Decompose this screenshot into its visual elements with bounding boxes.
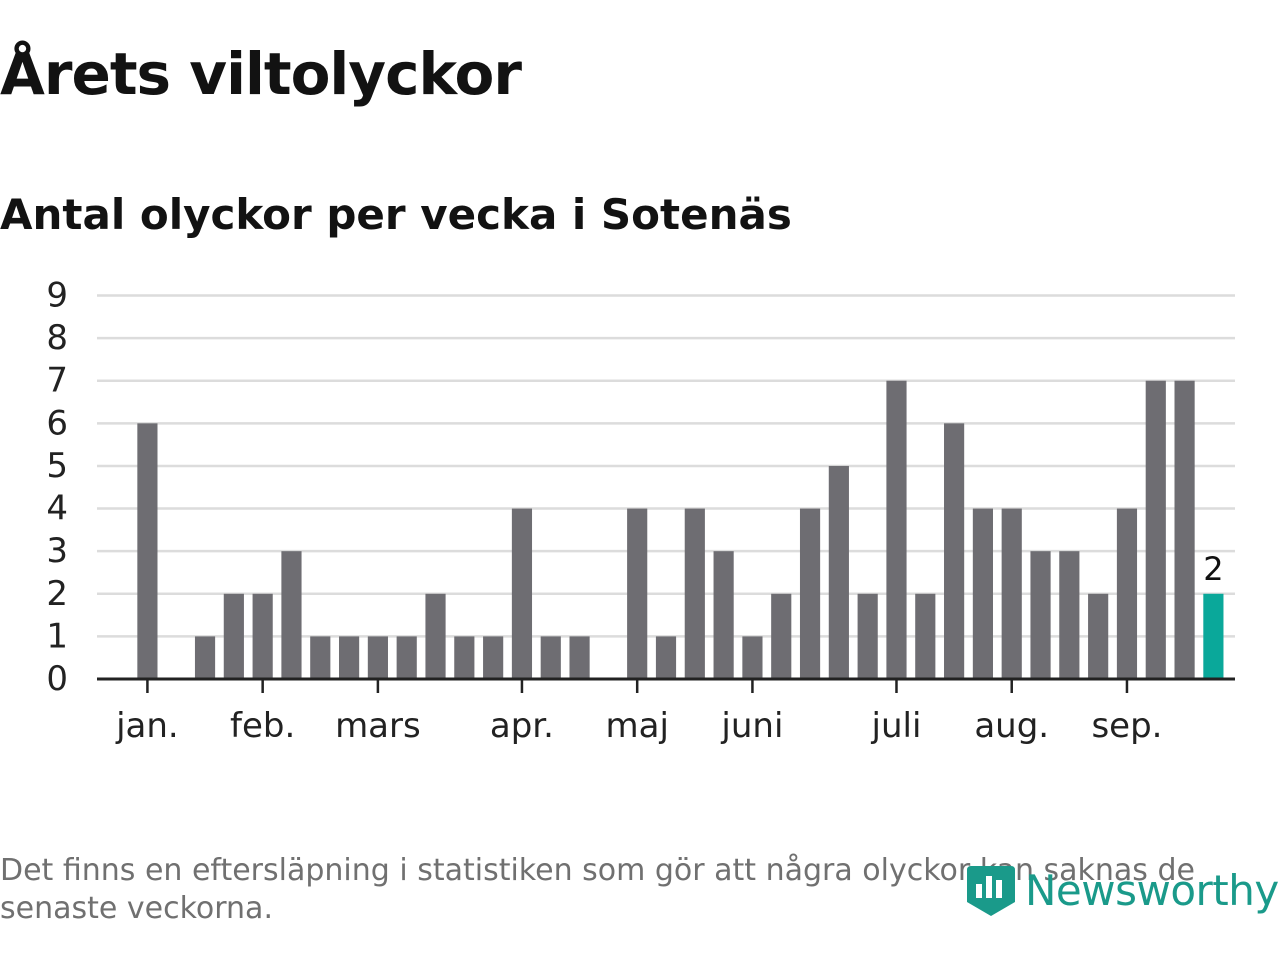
- x-axis: jan. feb. mars apr. maj juni juli aug. sep.: [97, 677, 1235, 746]
- bar: [339, 636, 360, 679]
- bar: [1059, 551, 1080, 679]
- bar: [367, 636, 388, 679]
- x-tick-label: juni: [720, 706, 783, 746]
- bar: [483, 636, 504, 679]
- bar: [655, 636, 677, 679]
- y-tick-label: 2: [46, 574, 68, 614]
- bar: [1145, 380, 1166, 679]
- bar: [1203, 593, 1224, 679]
- y-tick-label: 4: [46, 489, 68, 529]
- bars: 2: [137, 380, 1224, 679]
- bar: [511, 508, 533, 679]
- y-tick-label: 9: [46, 276, 68, 316]
- bar: [1116, 508, 1138, 679]
- bar: [252, 593, 273, 679]
- bar: [425, 593, 446, 679]
- bar: [1088, 593, 1109, 679]
- bar: [569, 636, 590, 679]
- brand-logo: Newsworthy: [965, 860, 1279, 920]
- bar: [915, 593, 936, 679]
- bar: [137, 423, 158, 679]
- y-tick-label: 3: [46, 531, 68, 571]
- bar: [396, 636, 417, 679]
- bar: [713, 551, 734, 679]
- brand-name: Newsworthy: [1025, 865, 1279, 915]
- newsworthy-logo-icon: [967, 866, 1015, 916]
- bar: [886, 380, 907, 679]
- x-tick-label: jan.: [115, 706, 179, 746]
- bar: [684, 508, 705, 679]
- bar: [1001, 508, 1022, 679]
- bar: [742, 636, 763, 679]
- y-tick-label: 7: [46, 361, 68, 401]
- bar: [771, 593, 792, 679]
- bar: [310, 636, 331, 679]
- y-tick-label: 0: [46, 659, 68, 699]
- bar: [1030, 551, 1051, 679]
- y-tick-label: 6: [46, 403, 68, 443]
- bar: [1174, 380, 1195, 679]
- bar: [194, 636, 216, 679]
- y-tick-label: 1: [46, 616, 68, 656]
- x-tick-label: sep.: [1091, 706, 1162, 746]
- y-tick-label: 8: [46, 318, 68, 358]
- x-tick-label: feb.: [230, 706, 295, 746]
- chart-subtitle: Antal olyckor per vecka i Sotenäs: [0, 190, 792, 239]
- bar: [540, 636, 561, 679]
- bar: [944, 423, 965, 679]
- bar: [281, 551, 302, 679]
- bar: [223, 593, 244, 679]
- x-tick-label: maj: [605, 706, 668, 746]
- x-tick-label: mars: [335, 706, 421, 746]
- x-tick-label: aug.: [974, 706, 1049, 746]
- bar: [857, 593, 878, 679]
- bar: [972, 508, 993, 679]
- chart-title: Årets viltolyckor: [0, 40, 522, 108]
- bar: [799, 508, 821, 679]
- bar: [454, 636, 475, 679]
- y-tick-label: 5: [46, 446, 68, 486]
- x-tick-label: apr.: [490, 706, 554, 746]
- x-tick-label: juli: [871, 706, 922, 746]
- bar: [627, 508, 648, 679]
- data-label: 2: [1203, 550, 1223, 588]
- bar: [828, 465, 849, 679]
